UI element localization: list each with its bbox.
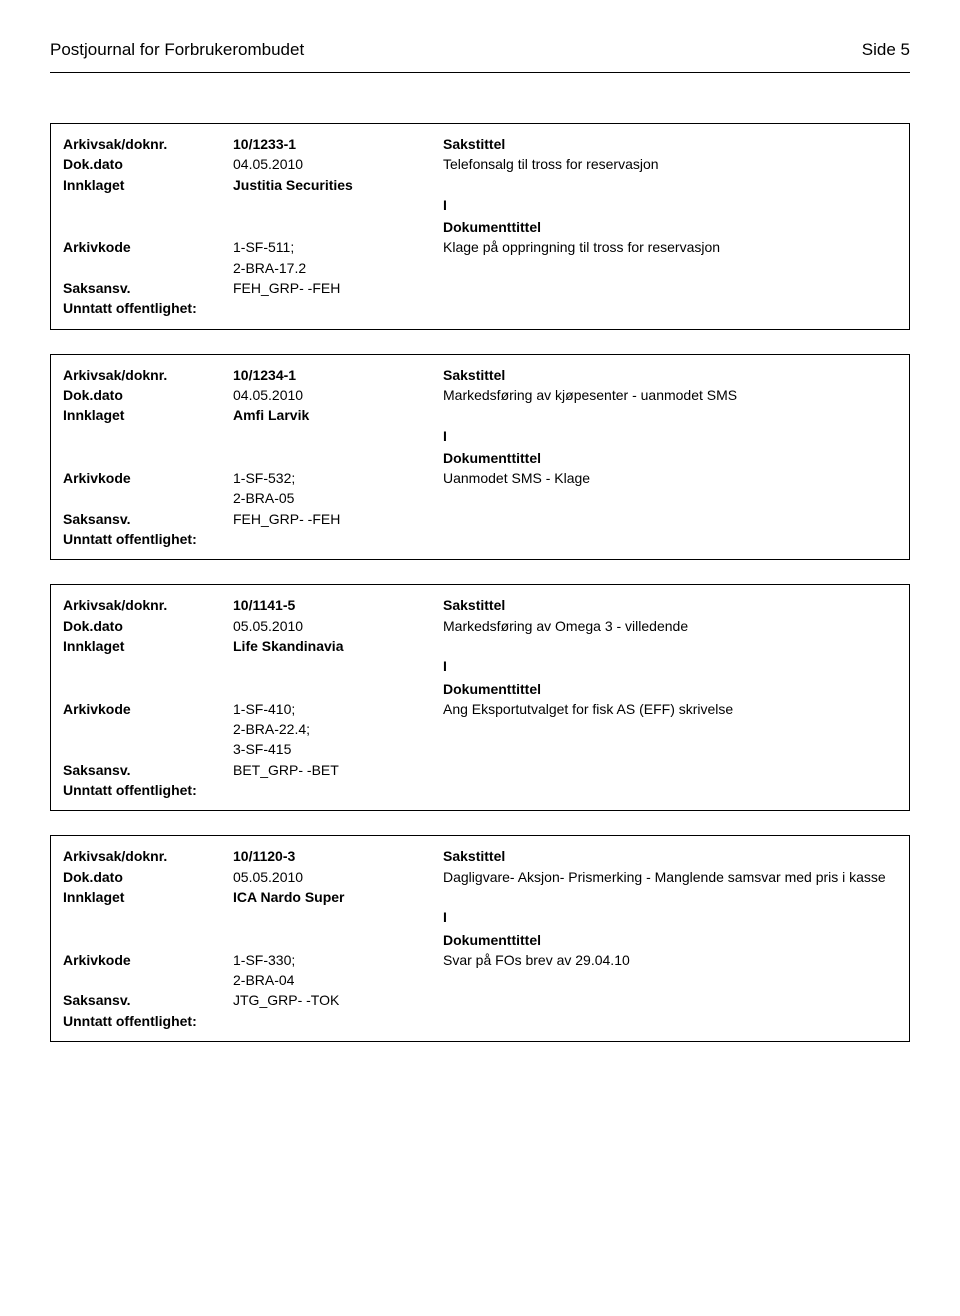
header-divider <box>50 72 910 73</box>
label-sakstittel: Sakstittel <box>443 595 897 615</box>
label-dokdato: Dok.dato <box>63 154 233 174</box>
label-arkivkode: Arkivkode <box>63 468 233 488</box>
label-arkivsak: Arkivsak/doknr. <box>63 365 233 385</box>
journal-title: Postjournal for Forbrukerombudet <box>50 40 304 60</box>
label-saksansv: Saksansv. <box>63 278 233 298</box>
value-innklaget: Justitia Securities <box>233 175 443 195</box>
value-saksansv: FEH_GRP- -FEH <box>233 278 443 298</box>
label-unntatt: Unntatt offentlighet: <box>63 298 233 318</box>
value-doc-io: I <box>443 195 897 215</box>
value-arkivkode: 1-SF-532;2-BRA-05 <box>233 468 443 509</box>
value-doc-io: I <box>443 907 897 927</box>
label-sakstittel: Sakstittel <box>443 365 897 385</box>
label-dokdato: Dok.dato <box>63 385 233 405</box>
page-number: Side 5 <box>862 40 910 60</box>
label-unntatt: Unntatt offentlighet: <box>63 1011 233 1031</box>
label-unntatt: Unntatt offentlighet: <box>63 529 233 549</box>
page-header: Postjournal for Forbrukerombudet Side 5 <box>50 40 910 60</box>
label-dokumenttittel: Dokumenttittel <box>443 217 897 237</box>
value-arkivkode: 1-SF-410;2-BRA-22.4;3-SF-415 <box>233 699 443 760</box>
label-dokdato: Dok.dato <box>63 867 233 887</box>
label-dokumenttittel: Dokumenttittel <box>443 930 897 950</box>
label-arkivkode: Arkivkode <box>63 950 233 970</box>
value-doc-io: I <box>443 426 897 446</box>
value-innklaget: Amfi Larvik <box>233 405 443 425</box>
value-sakstittel: Dagligvare- Aksjon- Prismerking - Mangle… <box>443 867 897 887</box>
label-saksansv: Saksansv. <box>63 509 233 529</box>
label-sakstittel: Sakstittel <box>443 846 897 866</box>
value-arkivsak: 10/1234-1 <box>233 365 443 385</box>
label-dokumenttittel: Dokumenttittel <box>443 679 897 699</box>
label-innklaget: Innklaget <box>63 405 233 425</box>
label-arkivkode: Arkivkode <box>63 699 233 719</box>
value-dokumenttittel: Svar på FOs brev av 29.04.10 <box>443 950 897 970</box>
value-dokdato: 05.05.2010 <box>233 616 443 636</box>
value-saksansv: FEH_GRP- -FEH <box>233 509 443 529</box>
label-sakstittel: Sakstittel <box>443 134 897 154</box>
value-dokumenttittel: Ang Eksportutvalget for fisk AS (EFF) sk… <box>443 699 897 719</box>
label-arkivsak: Arkivsak/doknr. <box>63 846 233 866</box>
value-sakstittel: Markedsføring av kjøpesenter - uanmodet … <box>443 385 897 405</box>
label-saksansv: Saksansv. <box>63 990 233 1010</box>
value-arkivsak: 10/1233-1 <box>233 134 443 154</box>
value-arkivsak: 10/1141-5 <box>233 595 443 615</box>
label-arkivsak: Arkivsak/doknr. <box>63 134 233 154</box>
value-innklaget: ICA Nardo Super <box>233 887 443 907</box>
journal-record: Arkivsak/doknr. 10/1120-3 Sakstittel Dok… <box>50 835 910 1042</box>
value-dokdato: 05.05.2010 <box>233 867 443 887</box>
value-saksansv: JTG_GRP- -TOK <box>233 990 443 1010</box>
value-arkivkode: 1-SF-330;2-BRA-04 <box>233 950 443 991</box>
label-innklaget: Innklaget <box>63 175 233 195</box>
value-dokumenttittel: Uanmodet SMS - Klage <box>443 468 897 488</box>
journal-record: Arkivsak/doknr. 10/1141-5 Sakstittel Dok… <box>50 584 910 811</box>
label-unntatt: Unntatt offentlighet: <box>63 780 233 800</box>
value-dokdato: 04.05.2010 <box>233 385 443 405</box>
label-dokumenttittel: Dokumenttittel <box>443 448 897 468</box>
value-saksansv: BET_GRP- -BET <box>233 760 443 780</box>
value-doc-io: I <box>443 656 897 676</box>
label-arkivkode: Arkivkode <box>63 237 233 257</box>
label-innklaget: Innklaget <box>63 887 233 907</box>
value-sakstittel: Telefonsalg til tross for reservasjon <box>443 154 897 174</box>
journal-record: Arkivsak/doknr. 10/1233-1 Sakstittel Dok… <box>50 123 910 330</box>
journal-record: Arkivsak/doknr. 10/1234-1 Sakstittel Dok… <box>50 354 910 561</box>
value-dokumenttittel: Klage på oppringning til tross for reser… <box>443 237 897 257</box>
value-arkivsak: 10/1120-3 <box>233 846 443 866</box>
label-arkivsak: Arkivsak/doknr. <box>63 595 233 615</box>
value-arkivkode: 1-SF-511;2-BRA-17.2 <box>233 237 443 278</box>
label-innklaget: Innklaget <box>63 636 233 656</box>
label-saksansv: Saksansv. <box>63 760 233 780</box>
value-innklaget: Life Skandinavia <box>233 636 443 656</box>
value-dokdato: 04.05.2010 <box>233 154 443 174</box>
value-sakstittel: Markedsføring av Omega 3 - villedende <box>443 616 897 636</box>
label-dokdato: Dok.dato <box>63 616 233 636</box>
